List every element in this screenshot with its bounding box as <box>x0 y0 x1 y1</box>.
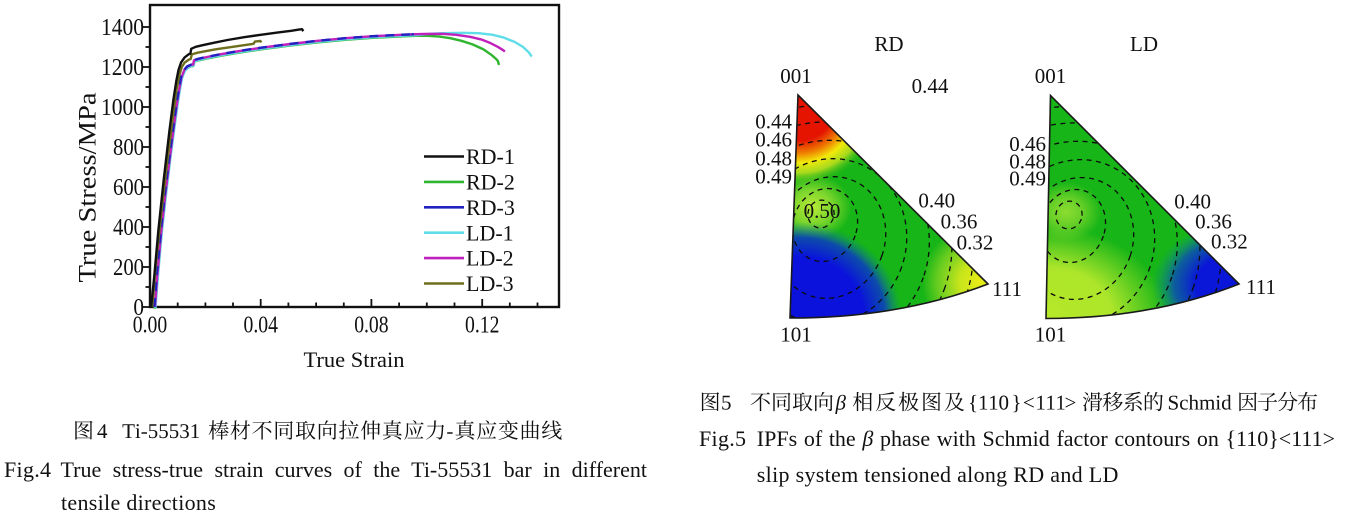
svg-text:0.48: 0.48 <box>1009 150 1046 174</box>
svg-text:RD: RD <box>874 32 903 56</box>
svg-text:0.40: 0.40 <box>918 188 955 212</box>
svg-text:RD-2: RD-2 <box>466 170 515 195</box>
svg-text:0.49: 0.49 <box>755 164 792 188</box>
svg-text:0.44: 0.44 <box>912 74 949 98</box>
svg-text:1200: 1200 <box>101 54 144 81</box>
svg-text:0.04: 0.04 <box>244 312 278 339</box>
svg-text:RD-3: RD-3 <box>466 195 515 220</box>
svg-text:0.46: 0.46 <box>1009 132 1046 156</box>
svg-text:101: 101 <box>1035 323 1067 347</box>
svg-text:0.50: 0.50 <box>804 199 841 223</box>
svg-text:200: 200 <box>113 254 144 281</box>
svg-text:0.32: 0.32 <box>1211 229 1248 253</box>
svg-text:LD-1: LD-1 <box>466 220 514 245</box>
svg-text:400: 400 <box>113 214 144 241</box>
svg-text:0.12: 0.12 <box>465 312 499 339</box>
svg-text:0.44: 0.44 <box>755 110 792 134</box>
svg-text:001: 001 <box>1035 64 1067 88</box>
svg-text:0: 0 <box>133 294 144 321</box>
svg-text:1000: 1000 <box>101 94 144 121</box>
svg-text:0.48: 0.48 <box>755 147 792 171</box>
svg-text:LD-3: LD-3 <box>466 271 514 296</box>
svg-text:0.40: 0.40 <box>1174 189 1211 213</box>
svg-text:600: 600 <box>113 174 144 201</box>
svg-text:RD-1: RD-1 <box>466 144 515 169</box>
svg-text:0.32: 0.32 <box>957 231 994 255</box>
svg-text:101: 101 <box>780 323 812 347</box>
svg-text:001: 001 <box>780 64 812 88</box>
svg-text:1400: 1400 <box>101 14 144 41</box>
svg-text:0.36: 0.36 <box>941 210 978 234</box>
svg-text:0.08: 0.08 <box>354 312 388 339</box>
svg-text:True Strain: True Strain <box>303 347 404 372</box>
svg-text:111: 111 <box>992 277 1022 301</box>
svg-text:True Stress/MPa: True Stress/MPa <box>75 93 102 283</box>
svg-text:LD: LD <box>1130 32 1158 56</box>
svg-text:0.36: 0.36 <box>1195 210 1232 234</box>
svg-text:LD-2: LD-2 <box>466 246 514 271</box>
svg-text:0.00: 0.00 <box>133 312 167 339</box>
svg-text:111: 111 <box>1246 275 1276 299</box>
svg-text:800: 800 <box>113 134 144 161</box>
svg-text:0.46: 0.46 <box>755 128 792 152</box>
svg-text:0.49: 0.49 <box>1009 167 1046 191</box>
